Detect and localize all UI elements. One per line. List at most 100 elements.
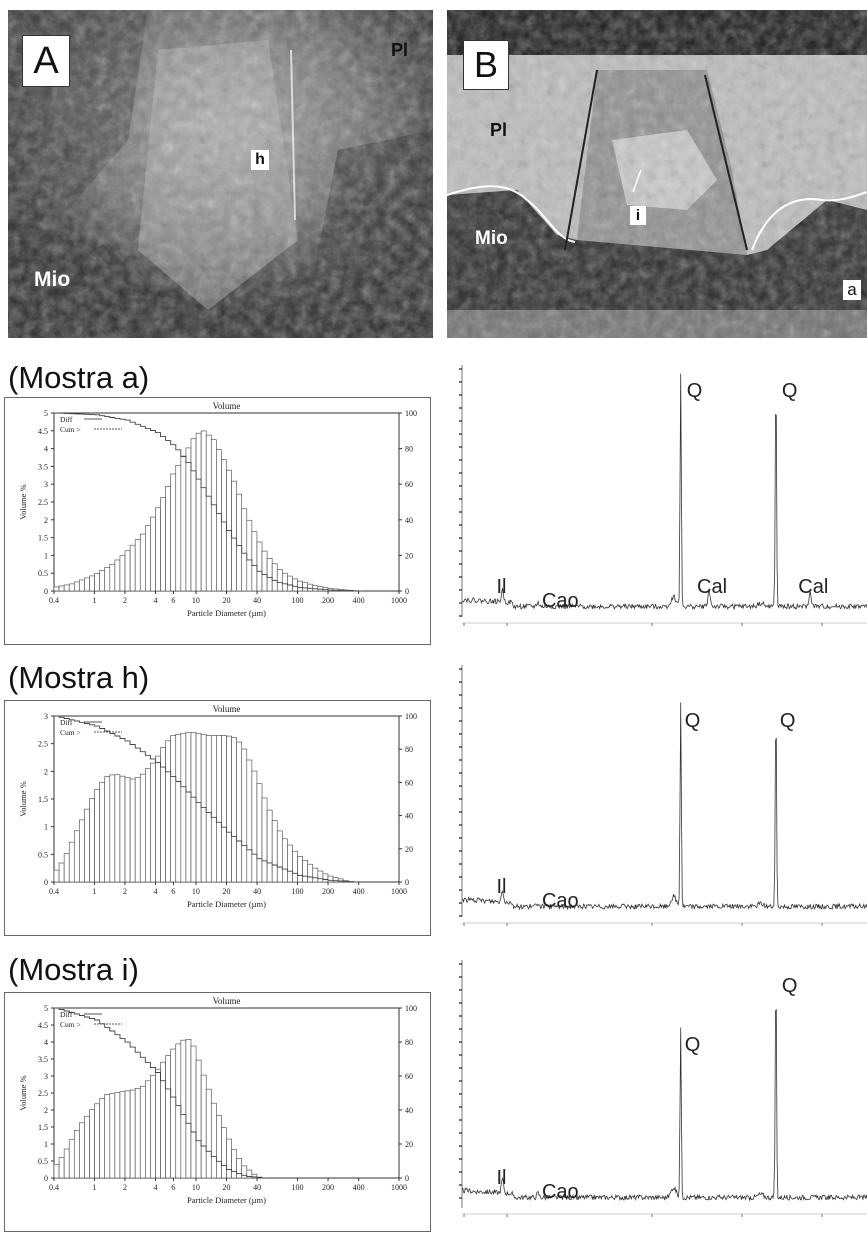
x-tick-label: 20 bbox=[223, 596, 231, 605]
diff-bar bbox=[190, 732, 197, 883]
xrd-svg: Il Cao Q Q bbox=[459, 960, 867, 1217]
diff-bar bbox=[312, 585, 319, 592]
y-axis-label: Volume % bbox=[18, 484, 28, 520]
diff-bar bbox=[145, 525, 151, 592]
x-tick-label: 10 bbox=[192, 887, 200, 896]
y-tick-label: 2 bbox=[44, 767, 48, 776]
diff-bar bbox=[200, 1074, 207, 1179]
diff-bar bbox=[160, 1061, 166, 1179]
sample-heading: (Mostra h) bbox=[8, 660, 150, 695]
photo-label: Mio bbox=[475, 228, 508, 249]
diff-bar bbox=[139, 1085, 146, 1179]
x-tick-label: 100 bbox=[291, 1183, 303, 1192]
diff-bar bbox=[276, 830, 283, 883]
peak-label: Q bbox=[685, 710, 701, 732]
diff-bar bbox=[180, 1039, 187, 1179]
x-tick-label: 0.4 bbox=[49, 596, 59, 605]
cum-curve bbox=[54, 715, 359, 883]
diff-bar bbox=[307, 863, 314, 883]
y2-tick-label: 100 bbox=[405, 712, 417, 721]
y-tick-label: 4.5 bbox=[38, 1021, 48, 1030]
x-axis-label: Particle Diameter (µm) bbox=[187, 899, 266, 909]
diff-bar bbox=[195, 1059, 202, 1179]
x-tick-label: 200 bbox=[322, 887, 334, 896]
y-tick-label: 0 bbox=[44, 878, 48, 887]
panel-letter-box: A bbox=[22, 35, 70, 87]
diff-bar bbox=[104, 776, 111, 883]
y-tick-label: 0 bbox=[44, 587, 48, 596]
xrd-diffractogram-h: Il Cao Q Q bbox=[452, 655, 867, 945]
diff-bar bbox=[109, 774, 116, 883]
diff-bar bbox=[53, 586, 60, 592]
psd-svg: Volume00.511.522.533.544.550204060801000… bbox=[4, 397, 431, 645]
xrd-diffractogram-a: Il Cao Q Cal Q Cal bbox=[452, 355, 867, 645]
cum-curve bbox=[54, 1007, 268, 1179]
y2-tick-label: 40 bbox=[405, 812, 413, 821]
diff-bar bbox=[251, 770, 258, 883]
diff-bar bbox=[145, 768, 151, 883]
diff-bar bbox=[292, 578, 298, 592]
diff-bar bbox=[256, 783, 263, 883]
x-tick-label: 10 bbox=[192, 1183, 200, 1192]
x-tick-label: 400 bbox=[353, 596, 365, 605]
x-tick-label: 1000 bbox=[391, 596, 407, 605]
diff-bar bbox=[73, 1130, 80, 1179]
diff-bar bbox=[129, 1089, 136, 1179]
diff-bar bbox=[63, 853, 70, 883]
x-tick-label: 200 bbox=[322, 596, 334, 605]
diff-bar bbox=[226, 1138, 232, 1179]
diff-bar bbox=[84, 577, 90, 592]
diff-bar bbox=[241, 508, 248, 592]
diff-bar bbox=[266, 809, 273, 883]
diff-bar bbox=[231, 1149, 237, 1179]
legend-label: Cum > bbox=[60, 425, 81, 434]
diff-bar bbox=[99, 781, 106, 883]
diff-bar bbox=[180, 456, 187, 592]
diff-bar bbox=[119, 775, 126, 883]
y-tick-label: 2 bbox=[44, 1106, 48, 1115]
diff-bar bbox=[205, 735, 212, 883]
diff-bar bbox=[53, 869, 60, 883]
diff-bar bbox=[190, 438, 197, 592]
diff-bar bbox=[119, 555, 126, 592]
diff-bar bbox=[221, 1127, 227, 1179]
diffractogram-trace bbox=[461, 702, 867, 911]
y-tick-label: 0.5 bbox=[38, 1157, 48, 1166]
x-axis-label: Particle Diameter (µm) bbox=[187, 608, 266, 618]
y-tick-label: 1 bbox=[44, 823, 48, 832]
y-tick-label: 1.5 bbox=[38, 534, 48, 543]
diff-bar bbox=[58, 862, 65, 883]
legend-label: Diff bbox=[60, 415, 73, 424]
diff-bar bbox=[53, 1163, 60, 1179]
diff-bar bbox=[246, 759, 253, 883]
diff-bar bbox=[134, 539, 141, 592]
peak-label: Il bbox=[497, 876, 507, 898]
peak-label: Cao bbox=[542, 1181, 579, 1203]
peak-label: Q bbox=[782, 380, 798, 402]
diff-bar bbox=[84, 1115, 90, 1179]
diff-bar bbox=[231, 737, 237, 883]
psd-svg: Volume00.511.522.533.544.550204060801000… bbox=[4, 992, 431, 1232]
diff-bar bbox=[165, 486, 171, 592]
diff-bar bbox=[170, 1048, 177, 1179]
diff-bar bbox=[297, 856, 303, 883]
y-tick-label: 2 bbox=[44, 516, 48, 525]
diff-bar bbox=[185, 1039, 192, 1179]
legend-label: Cum > bbox=[60, 728, 81, 737]
xrd-diffractogram-i: Il Cao Q Q bbox=[452, 950, 867, 1236]
y-tick-label: 3 bbox=[44, 712, 48, 721]
diff-bar bbox=[190, 1045, 197, 1179]
diff-bar bbox=[302, 859, 308, 883]
x-tick-label: 6 bbox=[171, 887, 175, 896]
y-tick-label: 4.5 bbox=[38, 427, 48, 436]
diff-bar bbox=[160, 497, 166, 592]
x-tick-label: 1 bbox=[92, 1183, 96, 1192]
sample-marker: h bbox=[251, 150, 269, 170]
diff-bar bbox=[134, 777, 141, 883]
y-tick-label: 0.5 bbox=[38, 850, 48, 859]
legend-label: Cum > bbox=[60, 1020, 81, 1029]
diff-bar bbox=[327, 875, 334, 883]
diff-bar bbox=[216, 735, 222, 883]
y-tick-label: 3.5 bbox=[38, 462, 48, 471]
diff-bar bbox=[312, 867, 319, 883]
